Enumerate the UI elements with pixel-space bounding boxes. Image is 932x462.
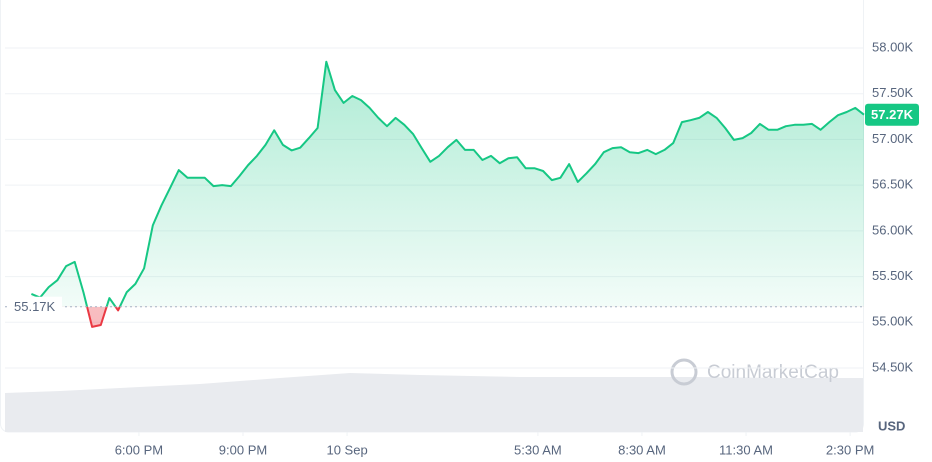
y-tick-label: 55.00K (872, 314, 914, 329)
y-tick-label: 56.50K (872, 177, 914, 192)
volume-area (5, 373, 863, 432)
watermark: CoinMarketCap (670, 358, 839, 386)
data-layer: 55.17K (5, 60, 865, 328)
y-tick-label: 57.50K (872, 85, 914, 100)
x-tick-label: 6:00 PM (115, 442, 163, 457)
x-tick-label: 2:30 PM (826, 442, 874, 457)
x-tick-label: 8:30 AM (618, 442, 666, 457)
x-tick-label: 5:30 AM (514, 442, 562, 457)
last-price-tag (865, 103, 919, 126)
y-tick-label: 58.00K (872, 39, 914, 54)
y-tick-label: 55.50K (872, 268, 914, 283)
watermark-text: CoinMarketCap (707, 362, 839, 383)
y-tick-label: 54.50K (872, 359, 914, 374)
price-area-up (31, 61, 864, 307)
currency-label: USD (878, 418, 905, 433)
y-tick-label: 57.00K (872, 131, 914, 146)
x-tick-label: 10 Sep (326, 442, 367, 457)
baseline-label: 55.17K (14, 299, 56, 314)
y-tick-label: 56.00K (872, 222, 914, 237)
x-tick-label: 11:30 AM (719, 442, 773, 457)
x-tick-label: 9:00 PM (219, 442, 267, 457)
last-price-label: 57.27K (871, 107, 914, 122)
baseline-label-bg (8, 296, 62, 317)
watermark-logo (670, 358, 698, 386)
price-line-up (31, 60, 865, 307)
